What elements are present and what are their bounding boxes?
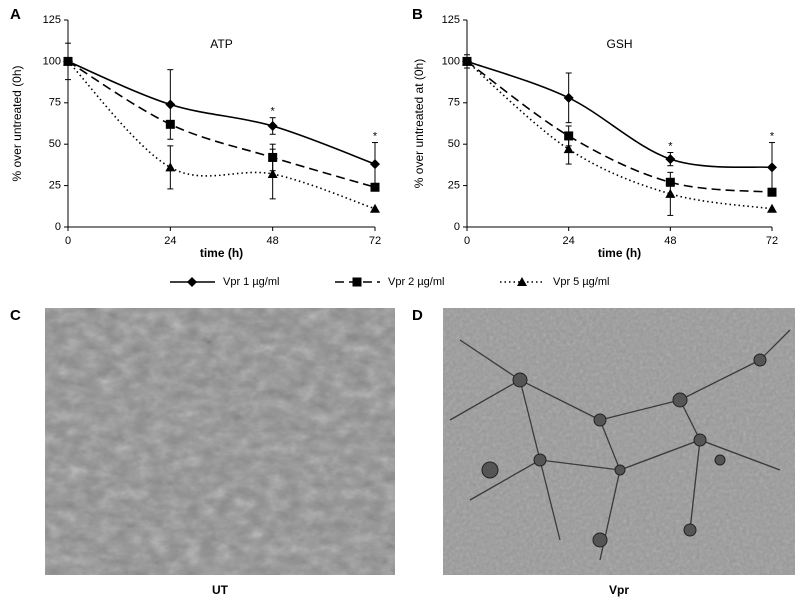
series-line <box>466 60 773 210</box>
y-tick-label: 0 <box>454 221 460 233</box>
x-tick-label: 0 <box>65 235 71 247</box>
y-tick-label: 125 <box>442 14 460 26</box>
y-tick-label: 75 <box>448 97 460 109</box>
marker <box>563 92 574 103</box>
panel-label: C <box>10 307 21 324</box>
marker <box>563 144 574 154</box>
y-tick-label: 50 <box>448 138 460 150</box>
y-tick-label: 25 <box>448 180 460 192</box>
marker <box>462 56 472 66</box>
x-tick-label: 72 <box>369 235 381 247</box>
legend-label: Vpr 5 µg/ml <box>553 276 609 288</box>
y-tick-label: 25 <box>49 180 61 192</box>
micrograph-vpr <box>443 308 795 575</box>
marker <box>370 203 380 213</box>
y-tick-label: 125 <box>43 14 61 26</box>
y-tick-label: 50 <box>49 138 61 150</box>
marker <box>267 120 278 131</box>
series-line <box>67 60 376 189</box>
x-axis-title: time (h) <box>598 246 641 260</box>
marker <box>767 162 777 173</box>
marker <box>665 188 676 198</box>
marker <box>187 277 197 287</box>
panel-label: A <box>10 6 21 23</box>
marker <box>267 169 278 179</box>
x-tick-label: 24 <box>563 235 575 247</box>
y-tick-label: 100 <box>442 55 460 67</box>
panel-label: D <box>412 307 423 324</box>
annotation: * <box>373 130 378 142</box>
marker <box>370 159 380 170</box>
marker <box>370 182 380 192</box>
y-tick-label: 100 <box>43 55 61 67</box>
marker <box>767 203 777 213</box>
legend-label: Vpr 1 µg/ml <box>223 276 279 288</box>
chart-title: GSH <box>606 37 632 51</box>
x-tick-label: 72 <box>766 235 778 247</box>
x-tick-label: 24 <box>164 235 176 247</box>
marker <box>352 277 362 287</box>
marker <box>767 187 777 197</box>
annotation: * <box>271 106 276 118</box>
x-tick-label: 0 <box>464 235 470 247</box>
y-tick-label: 0 <box>55 221 61 233</box>
marker <box>665 154 676 165</box>
marker <box>165 119 175 129</box>
series-line <box>466 60 773 194</box>
image-caption: UT <box>212 583 229 597</box>
annotation: * <box>668 140 673 152</box>
series-line <box>67 60 376 210</box>
y-tick-label: 75 <box>49 97 61 109</box>
marker <box>165 99 176 110</box>
series-line <box>466 60 773 169</box>
marker <box>517 277 527 286</box>
legend-label: Vpr 2 µg/ml <box>388 276 444 288</box>
y-axis-title: % over untreated (0h) <box>10 65 24 181</box>
image-caption: Vpr <box>609 583 629 597</box>
x-tick-label: 48 <box>267 235 279 247</box>
chart-title: ATP <box>210 37 232 51</box>
micrograph-ut <box>45 308 395 575</box>
x-tick-label: 48 <box>664 235 676 247</box>
y-axis-title: % over untreated at (0h) <box>412 59 426 188</box>
panel-label: B <box>412 6 423 23</box>
marker <box>165 162 176 172</box>
annotation: * <box>770 130 775 142</box>
series-line <box>67 60 376 165</box>
marker <box>63 56 73 66</box>
x-axis-title: time (h) <box>200 246 243 260</box>
